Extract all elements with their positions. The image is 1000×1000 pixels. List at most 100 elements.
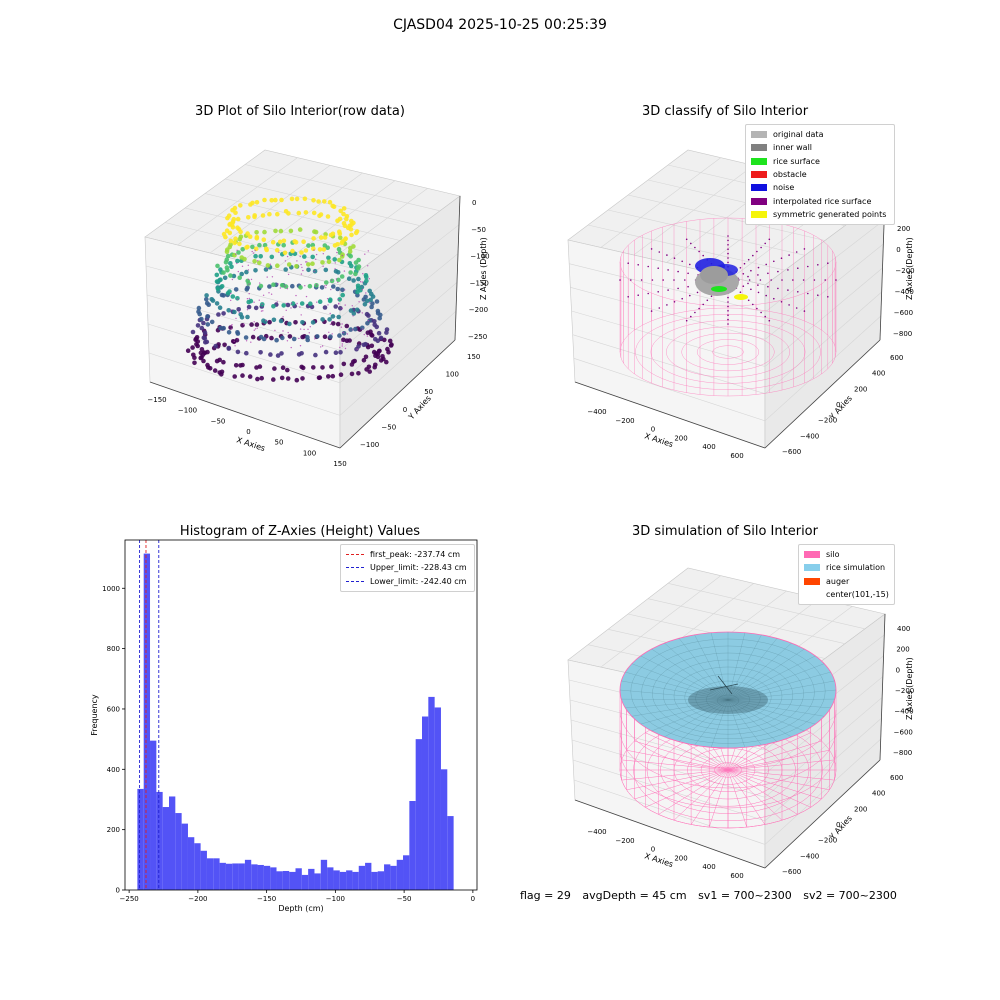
histogram-bar [257, 864, 264, 890]
histogram-bar [225, 863, 233, 890]
histogram-bar [276, 871, 283, 890]
histogram-y-tick: 1000 [102, 585, 120, 593]
histogram-bar [339, 871, 347, 890]
histogram-bar [200, 850, 207, 890]
legend-label: original data [773, 130, 824, 140]
panel2-title: 3D classify of Silo Interior [641, 104, 809, 119]
histogram-bar [396, 859, 404, 890]
histogram-bar [371, 871, 378, 890]
flag-value: flag = 29 [520, 889, 571, 902]
legend-label: noise [773, 183, 795, 193]
histogram-x-tick: −150 [257, 895, 276, 903]
panel4-y-tick: −600 [782, 868, 801, 876]
panel4-y-tick: 0 [836, 821, 840, 829]
panel4-title: 3D simulation of Silo Interior [632, 524, 818, 539]
legend-entry: rice simulation [804, 561, 889, 574]
panel2-legend: original data inner wall rice surface obsta… [745, 124, 895, 226]
panel1-y-tick: 50 [424, 388, 433, 396]
sv1-value: sv1 = 700~2300 [698, 889, 792, 902]
legend-entry: obstacle [751, 168, 889, 181]
legend-label: inner wall [773, 143, 813, 153]
panel4-z-tick: −200 [895, 687, 914, 695]
panel4-z-tick: 0 [896, 666, 900, 674]
panel4-y-tick: 200 [854, 805, 867, 813]
panel4-z-tick: 200 [896, 646, 909, 654]
panel1-title: 3D Plot of Silo Interior(row data) [195, 104, 405, 119]
histogram-bar [213, 858, 220, 890]
histogram-bar [428, 696, 435, 890]
legend-label: first_peak: -237.74 cm [370, 550, 461, 560]
panel4-y-tick: 400 [872, 790, 885, 798]
legend-entry: silo [804, 548, 889, 561]
histogram-bar [238, 863, 245, 890]
legend-label: rice simulation [826, 563, 886, 573]
panel1-y-tick: −100 [360, 441, 379, 449]
panel1-x-tick: 0 [246, 428, 250, 436]
histogram-bar [282, 870, 290, 890]
histogram-bar [434, 707, 441, 890]
panel1-x-tick: 150 [333, 460, 346, 468]
legend-swatch [751, 210, 767, 218]
panel1-x-tick: 50 [275, 439, 284, 447]
histogram-bar [333, 870, 340, 890]
panel1-x-tick: −50 [211, 417, 226, 425]
histogram-bar [251, 864, 258, 890]
histogram-bar [327, 867, 334, 890]
panel2-z-tick: −200 [895, 267, 914, 275]
legend-entry: rice surface [751, 155, 889, 168]
histogram-bar [194, 843, 201, 890]
histogram-bar [352, 871, 359, 890]
histogram-bar [384, 864, 391, 890]
histogram-bar [409, 800, 416, 890]
histogram-bar [289, 871, 296, 890]
panel2-y-tick: 400 [872, 370, 885, 378]
panel2-x-tick: 600 [730, 452, 743, 460]
histogram-legend: first_peak: -237.74 cm Upper_limit: -228.… [340, 544, 475, 592]
histogram-bar [270, 867, 277, 890]
panel2-y-tick: −600 [782, 448, 801, 456]
panel1-x-tick: −150 [147, 396, 166, 404]
panel2-zlabel: Z Axies (Depth) [905, 237, 914, 300]
histogram-x-tick: −200 [188, 895, 207, 903]
legend-entry: symmetric generated points [751, 208, 889, 221]
histogram-bar [206, 858, 214, 890]
legend-label: silo [826, 550, 840, 560]
histogram-bar [320, 859, 328, 890]
legend-swatch [804, 577, 820, 585]
legend-swatch [751, 144, 767, 152]
panel1-z-tick: −150 [470, 279, 489, 287]
panel4-y-tick: −200 [818, 837, 837, 845]
panel4-z-tick: −600 [894, 728, 913, 736]
histogram-bar [137, 788, 144, 890]
panel1-z-tick: 0 [472, 199, 476, 207]
status-line: flag = 29 avgDepth = 45 cm sv1 = 700~230… [520, 889, 905, 902]
histogram-bar [295, 868, 302, 890]
panel4-x-tick: 600 [730, 872, 743, 880]
panel2-z-tick: −400 [895, 288, 914, 296]
panel1-y-tick: 0 [403, 406, 407, 414]
histogram-y-tick: 400 [107, 766, 120, 774]
histogram-xlabel: Depth (cm) [278, 904, 323, 913]
panel1-z-tick: −50 [471, 226, 486, 234]
legend-label: symmetric generated points [773, 209, 887, 219]
legend-swatch [804, 551, 820, 559]
panel4-z-tick: 400 [897, 625, 910, 633]
legend-label: interpolated rice surface [773, 196, 872, 206]
histogram-y-tick: 200 [107, 826, 120, 834]
histogram-bar [308, 868, 315, 890]
figure-title: CJASD04 2025-10-25 00:25:39 [393, 17, 607, 33]
legend-swatch [751, 171, 767, 179]
legend-entry: original data [751, 128, 889, 141]
panel1-z-tick: −100 [470, 253, 489, 261]
legend-label: rice surface [773, 156, 820, 166]
panel2-y-tick: −400 [800, 432, 819, 440]
histogram-bar [175, 813, 182, 890]
panel1-x-tick: −100 [178, 407, 197, 415]
panel1-z-tick: −200 [469, 306, 488, 314]
avg-depth-value: avgDepth = 45 cm [582, 889, 687, 902]
panel4-x-tick: 200 [674, 854, 687, 862]
legend-entry: Lower_limit: -242.40 cm [346, 575, 469, 588]
histogram-bar [263, 865, 271, 890]
